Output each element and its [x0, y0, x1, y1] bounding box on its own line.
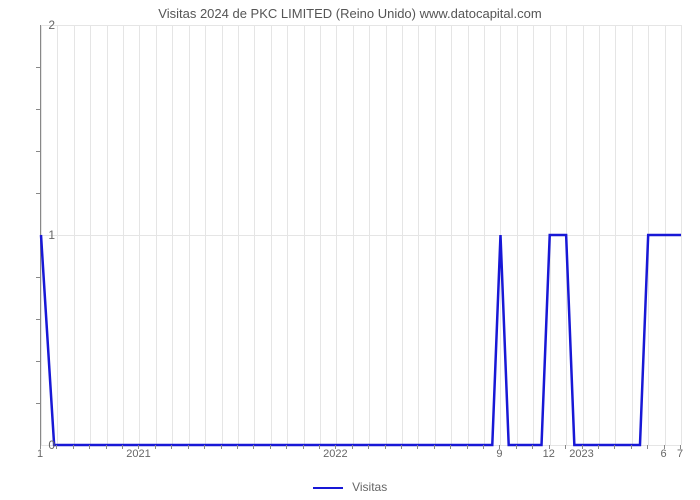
y-tick-minor	[36, 361, 40, 362]
x-tick-minor	[516, 445, 517, 449]
x-tick-label: 2021	[126, 448, 150, 460]
x-tick-minor	[138, 445, 139, 449]
legend: Visitas	[0, 480, 700, 494]
x-tick-minor	[565, 445, 566, 449]
x-tick-minor	[89, 445, 90, 449]
x-tick-label: 12	[543, 448, 555, 460]
x-tick-minor	[532, 445, 533, 449]
x-tick-minor	[598, 445, 599, 449]
x-tick-label: 1	[37, 448, 43, 460]
series-line	[41, 235, 681, 445]
y-tick-minor	[36, 319, 40, 320]
x-tick-minor	[631, 445, 632, 449]
y-tick-minor	[36, 67, 40, 68]
x-tick-minor	[56, 445, 57, 449]
x-tick-minor	[73, 445, 74, 449]
x-tick-minor	[417, 445, 418, 449]
legend-label: Visitas	[352, 480, 387, 494]
x-tick-minor	[434, 445, 435, 449]
x-tick-minor	[582, 445, 583, 449]
x-tick-minor	[221, 445, 222, 449]
x-tick-minor	[106, 445, 107, 449]
x-tick-label: 6	[661, 448, 667, 460]
x-tick-minor	[368, 445, 369, 449]
x-tick-minor	[40, 445, 41, 449]
x-tick-minor	[155, 445, 156, 449]
x-tick-minor	[319, 445, 320, 449]
x-tick-minor	[335, 445, 336, 449]
x-tick-minor	[664, 445, 665, 449]
grid-line-v	[681, 25, 682, 445]
x-tick-minor	[303, 445, 304, 449]
x-tick-minor	[270, 445, 271, 449]
x-tick-minor	[549, 445, 550, 449]
x-tick-minor	[680, 445, 681, 449]
x-tick-minor	[122, 445, 123, 449]
chart-title: Visitas 2024 de PKC LIMITED (Reino Unido…	[0, 6, 700, 21]
x-tick-minor	[401, 445, 402, 449]
x-tick-label: 7	[677, 448, 683, 460]
x-tick-label: 2023	[569, 448, 593, 460]
y-tick-label: 2	[35, 18, 55, 32]
y-tick-minor	[36, 193, 40, 194]
y-tick-minor	[36, 151, 40, 152]
chart-container: Visitas 2024 de PKC LIMITED (Reino Unido…	[0, 0, 700, 500]
x-tick-minor	[614, 445, 615, 449]
x-tick-minor	[499, 445, 500, 449]
x-tick-label: 9	[496, 448, 502, 460]
x-tick-minor	[467, 445, 468, 449]
x-tick-minor	[171, 445, 172, 449]
x-tick-minor	[385, 445, 386, 449]
x-tick-minor	[237, 445, 238, 449]
y-tick-minor	[36, 403, 40, 404]
x-tick-minor	[253, 445, 254, 449]
y-tick-minor	[36, 109, 40, 110]
line-series	[41, 25, 681, 445]
x-tick-minor	[188, 445, 189, 449]
y-tick-label: 1	[35, 228, 55, 242]
y-tick-minor	[36, 277, 40, 278]
x-tick-minor	[647, 445, 648, 449]
x-tick-minor	[483, 445, 484, 449]
x-tick-minor	[286, 445, 287, 449]
plot-area	[40, 25, 681, 446]
x-tick-label: 2022	[323, 448, 347, 460]
x-tick-minor	[352, 445, 353, 449]
x-tick-minor	[450, 445, 451, 449]
x-tick-minor	[204, 445, 205, 449]
legend-swatch	[313, 487, 343, 489]
